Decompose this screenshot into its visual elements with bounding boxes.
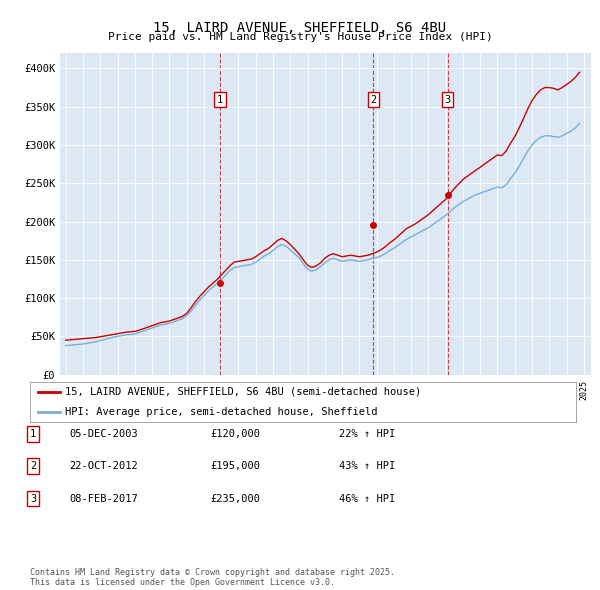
Text: 3: 3 <box>30 494 36 503</box>
Text: 15, LAIRD AVENUE, SHEFFIELD, S6 4BU: 15, LAIRD AVENUE, SHEFFIELD, S6 4BU <box>154 21 446 35</box>
Text: 3: 3 <box>445 95 451 104</box>
Text: Price paid vs. HM Land Registry's House Price Index (HPI): Price paid vs. HM Land Registry's House … <box>107 32 493 42</box>
Text: 2: 2 <box>370 95 376 104</box>
Text: 22-OCT-2012: 22-OCT-2012 <box>69 461 138 471</box>
Text: £120,000: £120,000 <box>210 429 260 438</box>
Text: 05-DEC-2003: 05-DEC-2003 <box>69 429 138 438</box>
Text: 43% ↑ HPI: 43% ↑ HPI <box>339 461 395 471</box>
Text: 22% ↑ HPI: 22% ↑ HPI <box>339 429 395 438</box>
Text: 46% ↑ HPI: 46% ↑ HPI <box>339 494 395 503</box>
Text: 1: 1 <box>217 95 223 104</box>
Text: 1: 1 <box>30 429 36 438</box>
Text: 08-FEB-2017: 08-FEB-2017 <box>69 494 138 503</box>
Text: HPI: Average price, semi-detached house, Sheffield: HPI: Average price, semi-detached house,… <box>65 407 378 417</box>
Text: Contains HM Land Registry data © Crown copyright and database right 2025.
This d: Contains HM Land Registry data © Crown c… <box>30 568 395 587</box>
Text: 2: 2 <box>30 461 36 471</box>
Text: 15, LAIRD AVENUE, SHEFFIELD, S6 4BU (semi-detached house): 15, LAIRD AVENUE, SHEFFIELD, S6 4BU (sem… <box>65 387 422 396</box>
Text: £195,000: £195,000 <box>210 461 260 471</box>
Text: £235,000: £235,000 <box>210 494 260 503</box>
